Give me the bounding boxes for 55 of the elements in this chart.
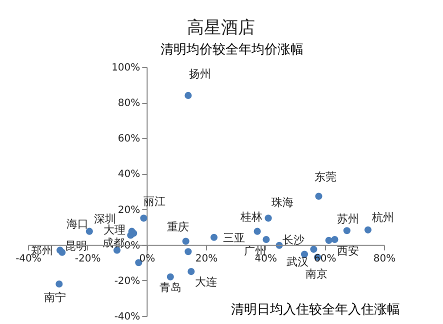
annotation: 苏州 xyxy=(336,212,359,226)
y-tick-label: 60% xyxy=(118,134,140,145)
annotation: 扬州 xyxy=(189,67,212,80)
annotation: 珠海 xyxy=(271,196,294,210)
annotation: 南宁 xyxy=(44,290,66,304)
y-axis-title: 清明均价较全年均价涨幅 xyxy=(160,42,304,58)
point xyxy=(254,228,261,235)
point xyxy=(343,227,350,234)
point xyxy=(184,92,192,99)
y-tick-label: 40% xyxy=(118,169,140,180)
chart-title: 高星酒店 xyxy=(187,18,256,38)
annotation: 东莞 xyxy=(314,170,337,184)
point xyxy=(264,214,272,222)
annotation: 长沙 xyxy=(282,233,304,246)
point xyxy=(325,236,332,244)
point xyxy=(86,228,93,235)
x-axis-title: 清明日均入住较全年入住涨幅 xyxy=(231,302,400,318)
point xyxy=(364,226,372,234)
point xyxy=(140,214,148,222)
annotation: 杭州 xyxy=(370,210,394,224)
y-tick-label: 80% xyxy=(118,98,140,110)
point xyxy=(182,238,190,245)
annotation: 桂林 xyxy=(239,210,262,224)
annotation: 三亚 xyxy=(223,231,246,244)
point xyxy=(127,232,134,239)
annotation: 西安 xyxy=(336,244,359,258)
point xyxy=(188,268,195,276)
point xyxy=(315,192,322,200)
annotation: 南京 xyxy=(306,267,328,280)
annotation: 海口 xyxy=(66,217,88,230)
annotation: 青岛 xyxy=(159,280,182,294)
annotation: 深圳 xyxy=(94,212,116,226)
x-tick-label: 80% xyxy=(373,253,396,264)
y-tick-label: 100% xyxy=(112,62,140,74)
point xyxy=(310,246,318,253)
x-tick-label: 60% xyxy=(314,253,336,264)
annotation: 丽江 xyxy=(144,195,166,208)
point xyxy=(184,248,192,256)
point xyxy=(56,280,63,288)
point xyxy=(210,234,218,241)
x-tick-label: 0% xyxy=(139,253,156,264)
annotation: 大连 xyxy=(195,276,218,289)
x-tick-label: 40% xyxy=(254,253,277,264)
x-tick-label: -20% xyxy=(74,253,101,264)
point xyxy=(262,236,270,244)
x-tick-label: 20% xyxy=(195,253,218,264)
y-tick-label: -40% xyxy=(114,312,140,322)
annotation: 重庆 xyxy=(166,220,189,234)
point xyxy=(331,236,338,244)
y-tick-label: -20% xyxy=(114,276,140,287)
annotation: 武汉 xyxy=(286,255,308,268)
point xyxy=(166,273,174,280)
x-tick-label: -40% xyxy=(16,253,42,264)
annotation: 大理 xyxy=(104,223,126,236)
y-tick-label: 20% xyxy=(118,204,140,216)
